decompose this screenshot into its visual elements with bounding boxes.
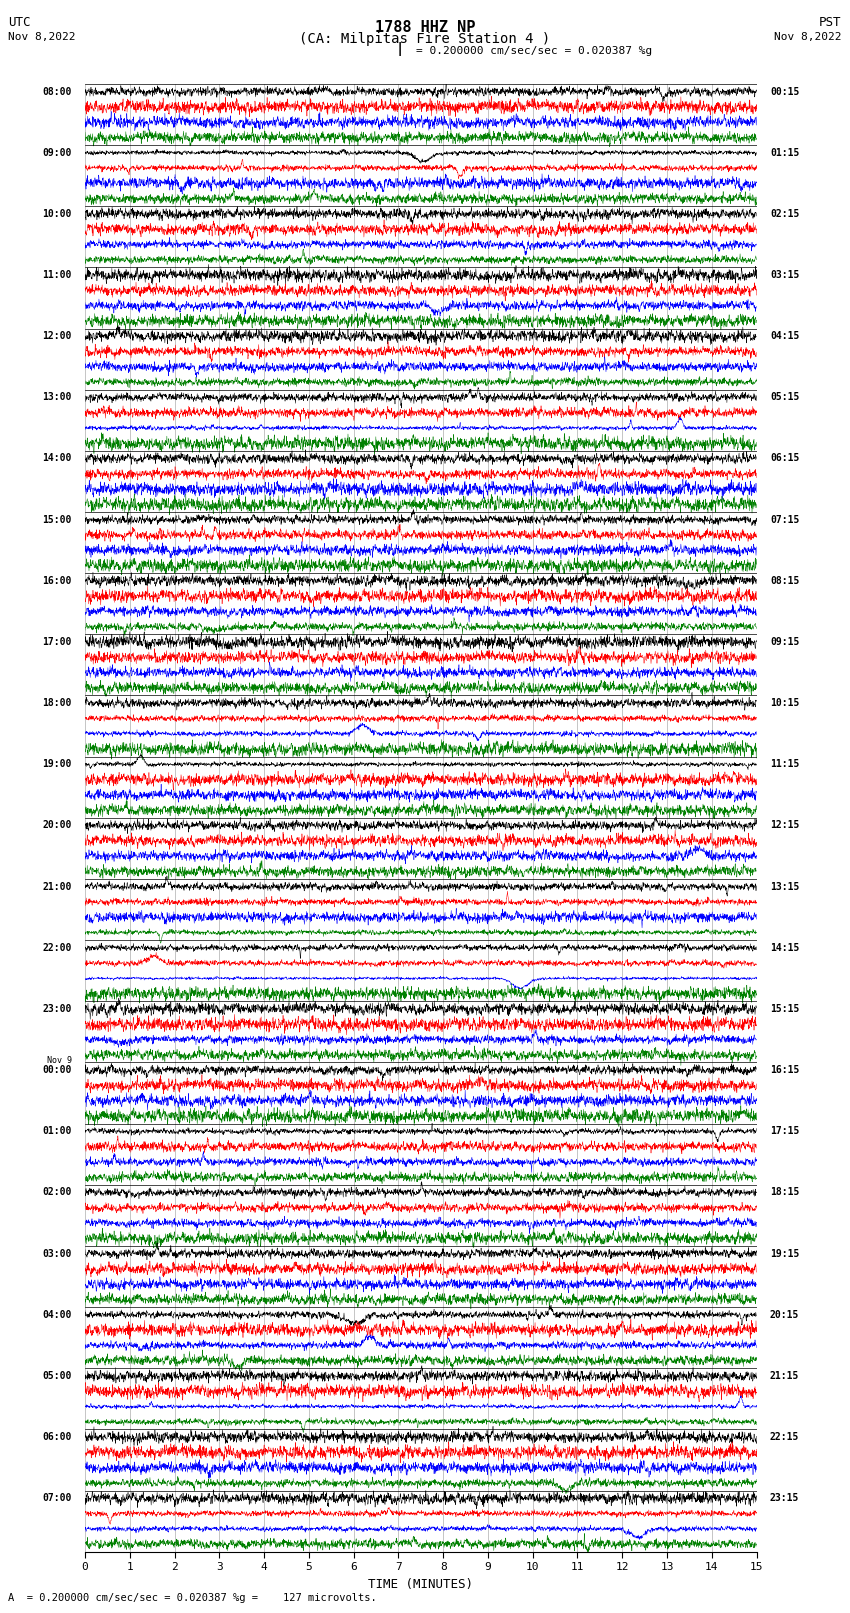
Text: PST: PST (819, 16, 842, 29)
Text: 19:15: 19:15 (770, 1248, 799, 1258)
Text: 03:00: 03:00 (42, 1248, 71, 1258)
Text: 02:00: 02:00 (42, 1187, 71, 1197)
Text: 23:15: 23:15 (770, 1494, 799, 1503)
Text: UTC: UTC (8, 16, 31, 29)
Text: = 0.200000 cm/sec/sec = 0.020387 %g: = 0.200000 cm/sec/sec = 0.020387 %g (416, 45, 653, 56)
Text: Nov 8,2022: Nov 8,2022 (8, 32, 76, 42)
Text: Nov 8,2022: Nov 8,2022 (774, 32, 842, 42)
Text: 09:15: 09:15 (770, 637, 799, 647)
Text: |: | (395, 42, 404, 56)
Text: 13:15: 13:15 (770, 882, 799, 892)
Text: 01:00: 01:00 (42, 1126, 71, 1136)
Text: 07:00: 07:00 (42, 1494, 71, 1503)
Text: 12:00: 12:00 (42, 331, 71, 342)
Text: 06:00: 06:00 (42, 1432, 71, 1442)
Text: 08:00: 08:00 (42, 87, 71, 97)
Text: 22:00: 22:00 (42, 942, 71, 953)
Text: 00:00: 00:00 (42, 1065, 71, 1076)
Text: 05:15: 05:15 (770, 392, 799, 402)
X-axis label: TIME (MINUTES): TIME (MINUTES) (368, 1578, 473, 1590)
Text: 20:00: 20:00 (42, 821, 71, 831)
Text: 00:15: 00:15 (770, 87, 799, 97)
Text: (CA: Milpitas Fire Station 4 ): (CA: Milpitas Fire Station 4 ) (299, 32, 551, 45)
Text: 20:15: 20:15 (770, 1310, 799, 1319)
Text: 02:15: 02:15 (770, 208, 799, 219)
Text: 05:00: 05:00 (42, 1371, 71, 1381)
Text: 14:00: 14:00 (42, 453, 71, 463)
Text: 21:00: 21:00 (42, 882, 71, 892)
Text: 11:00: 11:00 (42, 269, 71, 281)
Text: 01:15: 01:15 (770, 148, 799, 158)
Text: A  = 0.200000 cm/sec/sec = 0.020387 %g =    127 microvolts.: A = 0.200000 cm/sec/sec = 0.020387 %g = … (8, 1594, 377, 1603)
Text: 15:00: 15:00 (42, 515, 71, 524)
Text: 19:00: 19:00 (42, 760, 71, 769)
Text: 1788 HHZ NP: 1788 HHZ NP (375, 19, 475, 35)
Text: 17:15: 17:15 (770, 1126, 799, 1136)
Text: 08:15: 08:15 (770, 576, 799, 586)
Text: 22:15: 22:15 (770, 1432, 799, 1442)
Text: 09:00: 09:00 (42, 148, 71, 158)
Text: 11:15: 11:15 (770, 760, 799, 769)
Text: 23:00: 23:00 (42, 1003, 71, 1015)
Text: Nov 9: Nov 9 (47, 1057, 71, 1066)
Text: 04:15: 04:15 (770, 331, 799, 342)
Text: 07:15: 07:15 (770, 515, 799, 524)
Text: 10:00: 10:00 (42, 208, 71, 219)
Text: 03:15: 03:15 (770, 269, 799, 281)
Text: 06:15: 06:15 (770, 453, 799, 463)
Text: 15:15: 15:15 (770, 1003, 799, 1015)
Text: 16:00: 16:00 (42, 576, 71, 586)
Text: 12:15: 12:15 (770, 821, 799, 831)
Text: 17:00: 17:00 (42, 637, 71, 647)
Text: 18:00: 18:00 (42, 698, 71, 708)
Text: 04:00: 04:00 (42, 1310, 71, 1319)
Text: 16:15: 16:15 (770, 1065, 799, 1076)
Text: 14:15: 14:15 (770, 942, 799, 953)
Text: 18:15: 18:15 (770, 1187, 799, 1197)
Text: 10:15: 10:15 (770, 698, 799, 708)
Text: 13:00: 13:00 (42, 392, 71, 402)
Text: 21:15: 21:15 (770, 1371, 799, 1381)
